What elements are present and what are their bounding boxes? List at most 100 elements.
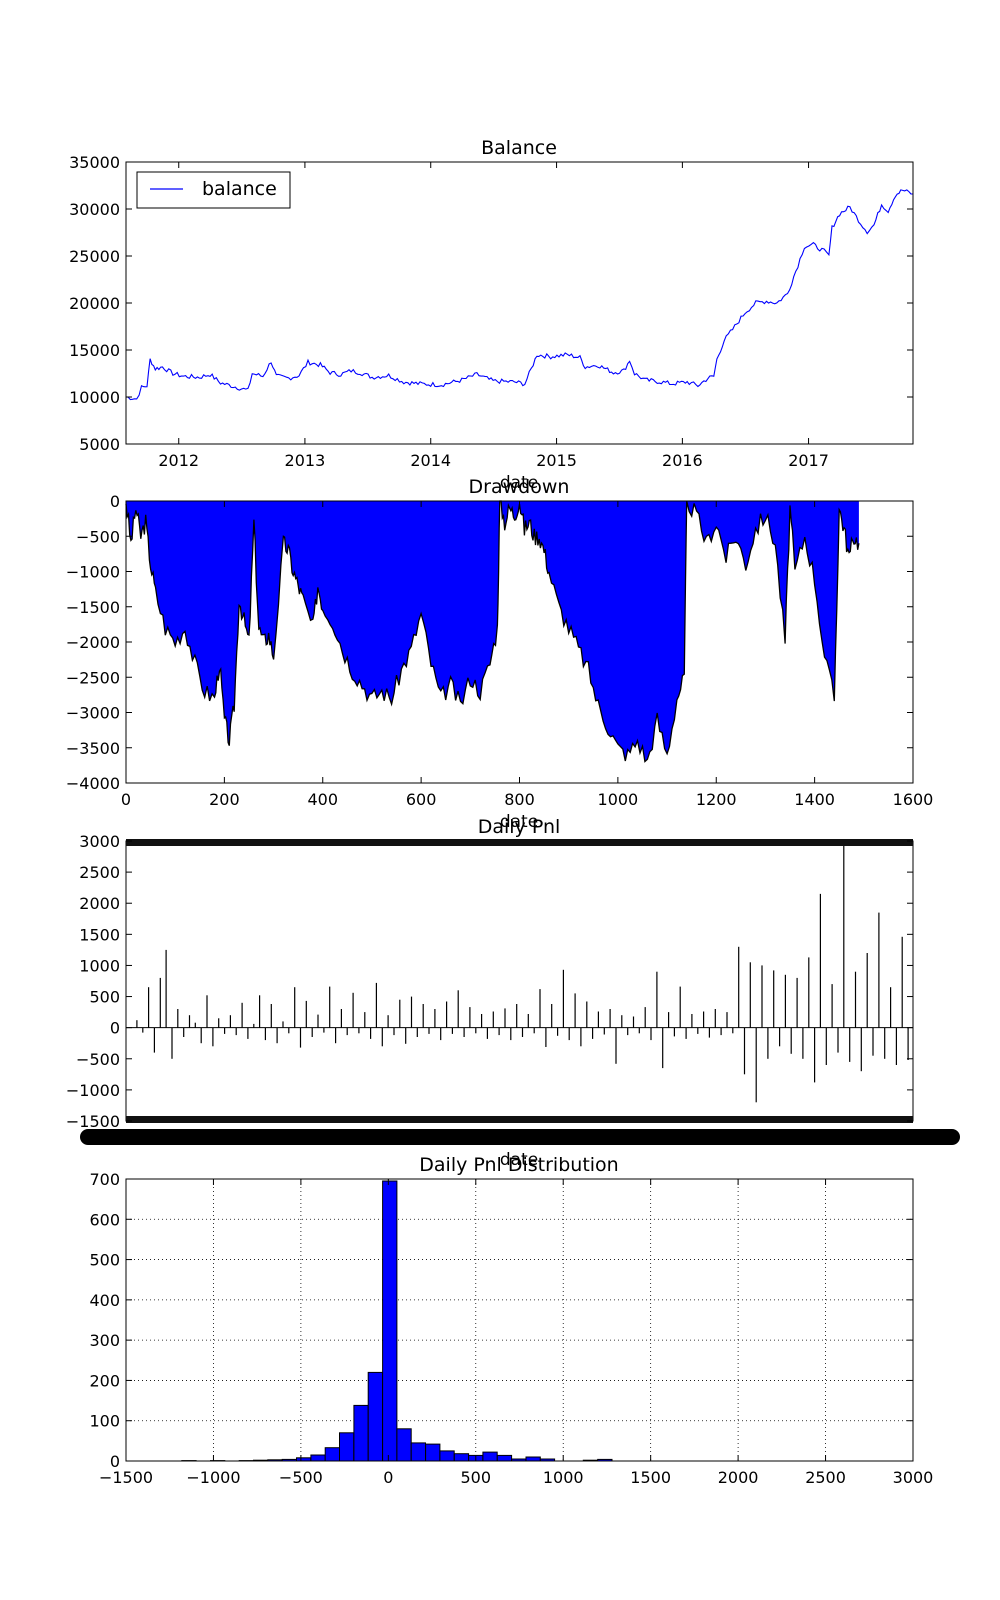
distribution-xtick-label: 1000 (543, 1468, 584, 1487)
drawdown-xtick-label: 1200 (696, 790, 737, 809)
daily-pnl-plot-frame (125, 840, 914, 1122)
drawdown-xtick-label: 1400 (794, 790, 835, 809)
drawdown-chart-title: Drawdown (469, 476, 570, 498)
distribution-xtick-label: 500 (461, 1468, 492, 1487)
distribution-xtick-label: −1000 (186, 1468, 240, 1487)
distribution-bar (525, 1456, 541, 1462)
daily-pnl-ytick-label: −1000 (66, 1081, 120, 1100)
balance-legend: balance (136, 171, 291, 209)
distribution-ytick-label: 500 (89, 1251, 120, 1270)
distribution-xtick-label: −500 (279, 1468, 323, 1487)
drawdown-ytick-label: 0 (110, 492, 120, 511)
drawdown-area-fill (126, 501, 859, 762)
distribution-ytick-label: 0 (110, 1452, 120, 1471)
balance-ytick-label: 35000 (69, 153, 120, 172)
distribution-ytick-label: 700 (89, 1170, 120, 1189)
daily-pnl-x-axis-label: date (500, 1150, 538, 1170)
distribution-ytick-label: 300 (89, 1331, 120, 1350)
drawdown-ytick-label: −3500 (66, 739, 120, 758)
distribution-bar (396, 1428, 412, 1462)
balance-xtick-label: 2012 (158, 451, 199, 470)
balance-ytick-label: 10000 (69, 388, 120, 407)
distribution-ytick-label: 600 (89, 1210, 120, 1229)
daily-pnl-distribution-chart-title: Daily Pnl Distribution (419, 1154, 618, 1176)
daily-pnl-ytick-label: 3000 (79, 832, 120, 851)
daily-pnl-plot-area (126, 844, 913, 1103)
balance-series-line (125, 189, 914, 401)
distribution-xtick-label: 0 (383, 1468, 393, 1487)
drawdown-xtick-label: 400 (307, 790, 338, 809)
daily-pnl-ytick-label: 2500 (79, 863, 120, 882)
distribution-bar (310, 1454, 326, 1462)
balance-ytick-label: 20000 (69, 294, 120, 313)
distribution-xtick-label: 2500 (805, 1468, 846, 1487)
drawdown-line (125, 500, 860, 763)
balance-ytick-label: 25000 (69, 247, 120, 266)
daily-pnl-bottom-tick-band (126, 1116, 913, 1123)
distribution-bar (453, 1453, 470, 1462)
drawdown-xtick-label: 0 (121, 790, 131, 809)
distribution-bar (367, 1371, 384, 1462)
balance-ytick-label: 30000 (69, 200, 120, 219)
distribution-ytick-label: 200 (89, 1371, 120, 1390)
balance-ytick-label: 15000 (69, 341, 120, 360)
distribution-bar (353, 1404, 369, 1462)
balance-ytick-label: 5000 (79, 435, 120, 454)
distribution-ytick-label: 100 (89, 1412, 120, 1431)
daily-pnl-ytick-label: 2000 (79, 894, 120, 913)
balance-legend-label: balance (202, 178, 277, 200)
balance-chart: Balance 5000 10000 15000 20000 25000 30000 350… (69, 137, 914, 493)
drawdown-ytick-label: −500 (76, 527, 120, 546)
balance-x-axis-label: date (500, 473, 538, 493)
balance-chart-title: Balance (481, 137, 557, 159)
drawdown-chart: Drawdown −4000 −3500 −3000 −2500 −2000 −1500 −… (66, 476, 933, 832)
daily-pnl-ytick-label: 0 (110, 1019, 120, 1038)
drawdown-ytick-label: −3000 (66, 704, 120, 723)
distribution-bar (425, 1443, 441, 1462)
drawdown-ytick-label: −2000 (66, 633, 120, 652)
distribution-ytick-label: 400 (89, 1291, 120, 1310)
distribution-plot-frame (125, 1178, 914, 1462)
balance-legend-box (136, 171, 291, 209)
daily-pnl-chart: Daily Pnl −1500 −1000 −500 0 500 1000 1500 2000… (66, 816, 960, 1170)
balance-xtick-label: 2016 (662, 451, 703, 470)
distribution-xtick-label: 3000 (893, 1468, 934, 1487)
drawdown-ytick-label: −1000 (66, 563, 120, 582)
daily-pnl-top-tick-band (126, 839, 913, 846)
daily-pnl-ytick-label: 1500 (79, 925, 120, 944)
drawdown-ytick-label: −4000 (66, 774, 120, 793)
drawdown-xtick-label: 1000 (598, 790, 639, 809)
distribution-bar (324, 1447, 341, 1462)
distribution-plot-area (181, 1180, 613, 1462)
drawdown-xtick-label: 600 (406, 790, 437, 809)
balance-xtick-label: 2013 (285, 451, 326, 470)
distribution-xtick-label: 2000 (718, 1468, 759, 1487)
distribution-bar (339, 1432, 355, 1462)
drawdown-x-axis-label: date (500, 812, 538, 832)
distribution-bar (410, 1442, 427, 1462)
balance-xtick-label: 2014 (410, 451, 451, 470)
distribution-bar (482, 1451, 498, 1462)
daily-pnl-ytick-label: 500 (89, 988, 120, 1007)
distribution-bar (439, 1450, 455, 1462)
daily-pnl-overlapping-date-labels (80, 1129, 960, 1145)
drawdown-plot-area (125, 500, 860, 763)
balance-xtick-label: 2017 (788, 451, 829, 470)
daily-pnl-chart-title: Daily Pnl (478, 816, 561, 838)
drawdown-ytick-label: −1500 (66, 598, 120, 617)
daily-pnl-ytick-label: −500 (76, 1050, 120, 1069)
drawdown-xtick-label: 800 (504, 790, 535, 809)
distribution-xtick-label: 1500 (630, 1468, 671, 1487)
balance-plot-area (125, 189, 914, 401)
daily-pnl-ytick-label: 1000 (79, 956, 120, 975)
drawdown-xtick-label: 200 (209, 790, 240, 809)
balance-xtick-label: 2015 (536, 451, 577, 470)
distribution-bar (496, 1454, 513, 1462)
daily-pnl-ytick-label: −1500 (66, 1112, 120, 1131)
drawdown-xtick-label: 1600 (893, 790, 934, 809)
distribution-bar (382, 1180, 398, 1462)
daily-pnl-distribution-chart: Daily Pnl Distribution 0 100 200 300 400 500 6… (89, 1154, 933, 1487)
drawdown-ytick-label: −2500 (66, 668, 120, 687)
distribution-xtick-label: −1500 (99, 1468, 153, 1487)
